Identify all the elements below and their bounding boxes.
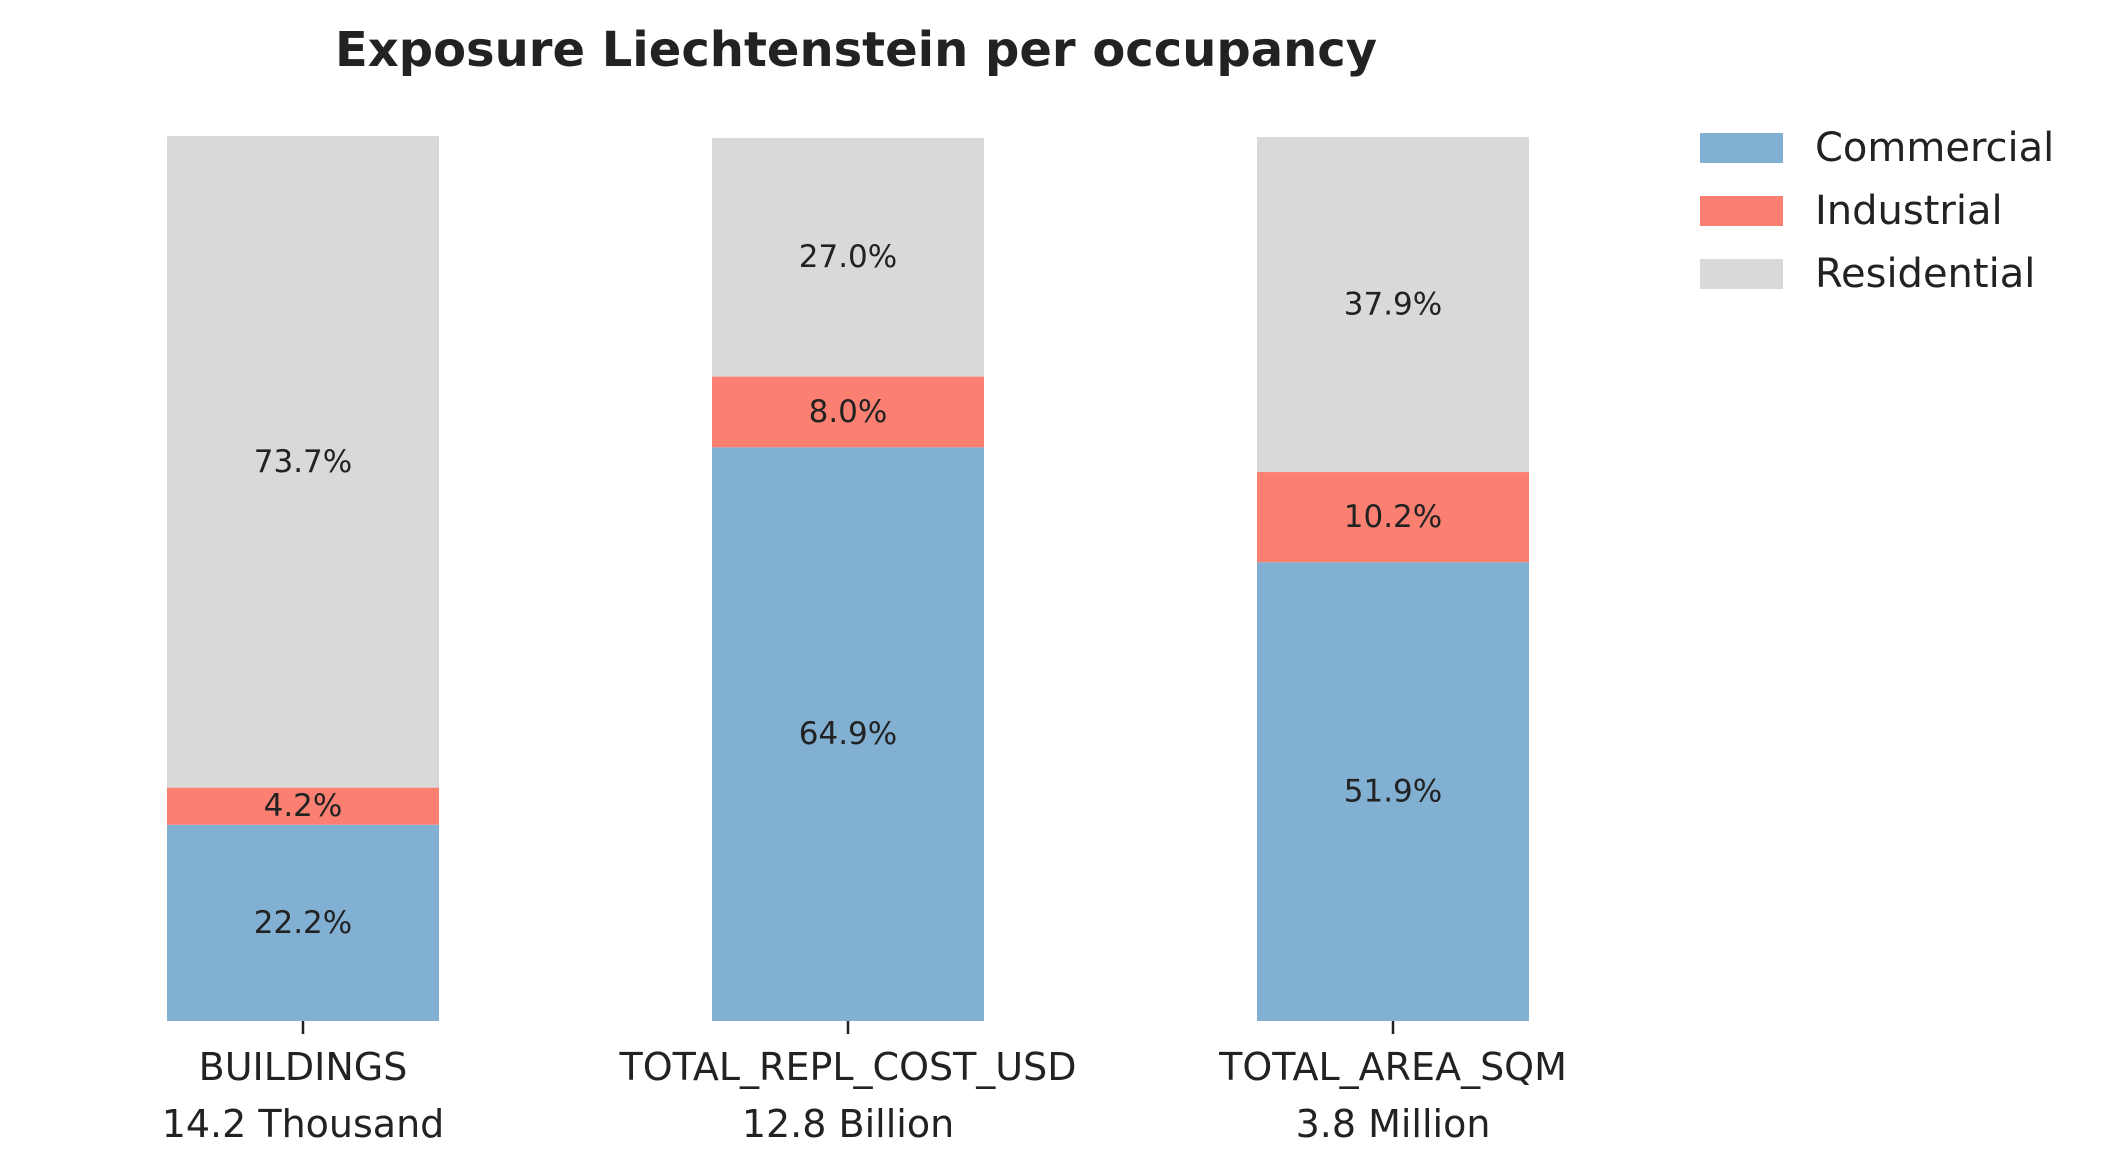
x-tick-label-total-repl-cost-usd: TOTAL_REPL_COST_USD [618, 1045, 1076, 1089]
bar-labels-group: 22.2% 4.2% 73.7% 64.9% 8.0% 27.0% 51.9% 10.2% 37… [254, 239, 1442, 941]
bar-label-commercial-buildings: 22.2% [254, 905, 352, 941]
bar-commercial-total-repl-cost-usd [712, 447, 984, 1021]
bar-label-residential-buildings: 73.7% [254, 444, 352, 480]
bars-group [167, 136, 1529, 1021]
bar-label-residential-total-area-sqm: 37.9% [1344, 287, 1442, 323]
legend-label-industrial: Industrial [1815, 188, 2003, 234]
chart-title: Exposure Liechtenstein per occupancy [335, 22, 1377, 78]
bar-label-residential-total-repl-cost-usd: 27.0% [799, 239, 897, 275]
x-axis: BUILDINGS 14.2 Thousand TOTAL_REPL_COST_US… [162, 1021, 1567, 1146]
bar-residential-buildings [167, 136, 439, 788]
legend-label-residential: Residential [1815, 251, 2035, 297]
bar-commercial-total-area-sqm [1257, 562, 1529, 1021]
bar-label-industrial-total-repl-cost-usd: 8.0% [809, 394, 888, 430]
x-tick-total-buildings: 14.2 Thousand [162, 1102, 445, 1146]
bar-industrial-total-repl-cost-usd [712, 376, 984, 448]
bar-label-commercial-total-area-sqm: 51.9% [1344, 774, 1442, 810]
bar-residential-total-repl-cost-usd [712, 137, 984, 377]
bar-industrial-total-area-sqm [1257, 472, 1529, 563]
bar-label-industrial-total-area-sqm: 10.2% [1344, 499, 1442, 535]
x-tick-total-total-repl-cost-usd: 12.8 Billion [742, 1102, 954, 1146]
bar-label-industrial-buildings: 4.2% [264, 788, 343, 824]
legend-swatch-commercial [1700, 133, 1783, 163]
bar-industrial-buildings [167, 787, 439, 825]
legend-swatch-industrial [1700, 196, 1783, 226]
x-tick-label-total-area-sqm: TOTAL_AREA_SQM [1218, 1045, 1567, 1089]
x-tick-label-buildings: BUILDINGS [199, 1045, 408, 1089]
bar-residential-total-area-sqm [1257, 137, 1529, 473]
legend: Commercial Industrial Residential [1700, 125, 2054, 297]
bar-commercial-buildings [167, 824, 439, 1021]
x-tick-total-total-area-sqm: 3.8 Million [1296, 1102, 1491, 1146]
legend-label-commercial: Commercial [1815, 125, 2054, 171]
bar-label-commercial-total-repl-cost-usd: 64.9% [799, 716, 897, 752]
legend-swatch-residential [1700, 259, 1783, 289]
